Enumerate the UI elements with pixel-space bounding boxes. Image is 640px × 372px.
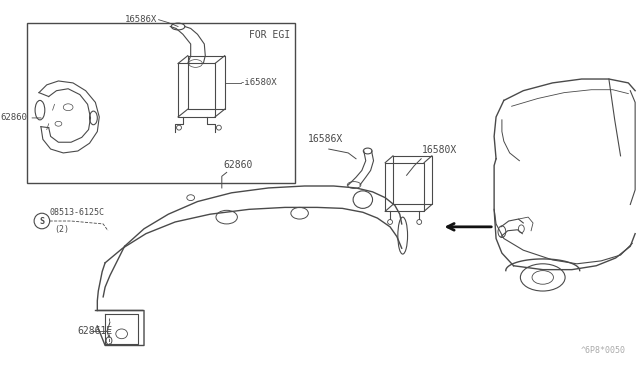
Text: 62860: 62860: [224, 160, 253, 170]
Text: ^6P8*0050: ^6P8*0050: [580, 346, 625, 355]
Text: S: S: [40, 217, 44, 225]
Text: 08513-6125C: 08513-6125C: [50, 208, 105, 217]
Text: FOR EGI: FOR EGI: [249, 31, 290, 41]
Bar: [28, 23, 295, 183]
Text: 16586X: 16586X: [307, 134, 342, 144]
Text: (2): (2): [54, 225, 70, 234]
Text: 16586X: 16586X: [124, 15, 157, 24]
Text: 62861E: 62861E: [78, 326, 113, 336]
Text: 16580X: 16580X: [422, 145, 458, 155]
Text: 62860: 62860: [1, 113, 28, 122]
Text: -i6580X: -i6580X: [239, 78, 277, 87]
